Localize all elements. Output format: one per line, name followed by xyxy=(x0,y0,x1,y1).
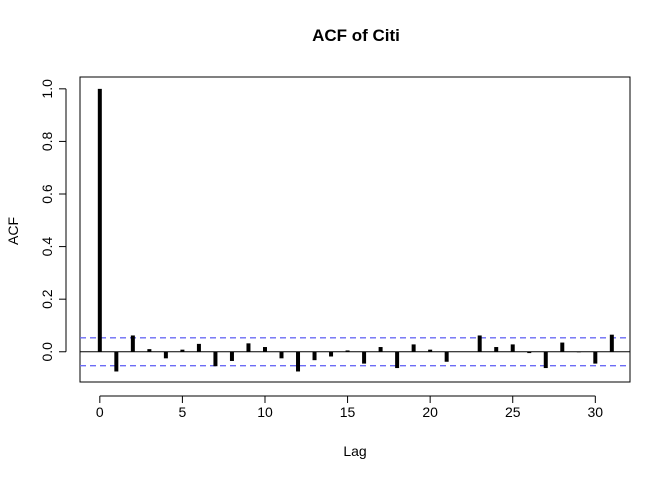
y-tick-label: 0.4 xyxy=(39,237,55,257)
y-tick-label: 0.8 xyxy=(39,131,55,151)
x-axis: 0 5 10 15 20 25 30 xyxy=(96,395,604,420)
x-tick-label: 15 xyxy=(340,404,356,420)
x-tick-label: 10 xyxy=(257,404,273,420)
chart-title: ACF of Citi xyxy=(312,26,400,45)
x-tick-label: 25 xyxy=(505,404,521,420)
x-tick-label: 5 xyxy=(179,404,187,420)
y-axis-label: ACF xyxy=(5,217,21,245)
y-tick-label: 1.0 xyxy=(39,79,55,99)
x-tick-label: 20 xyxy=(422,404,438,420)
x-axis-label: Lag xyxy=(343,443,366,459)
y-tick-label: 0.0 xyxy=(39,342,55,362)
y-tick-label: 0.2 xyxy=(39,289,55,309)
x-tick-label: 30 xyxy=(588,404,604,420)
x-tick-label: 0 xyxy=(96,404,104,420)
acf-bars xyxy=(97,88,614,372)
y-axis: 0.0 0.2 0.4 0.6 0.8 1.0 xyxy=(39,79,67,362)
y-tick-label: 0.6 xyxy=(39,184,55,204)
plot-frame xyxy=(79,76,631,383)
